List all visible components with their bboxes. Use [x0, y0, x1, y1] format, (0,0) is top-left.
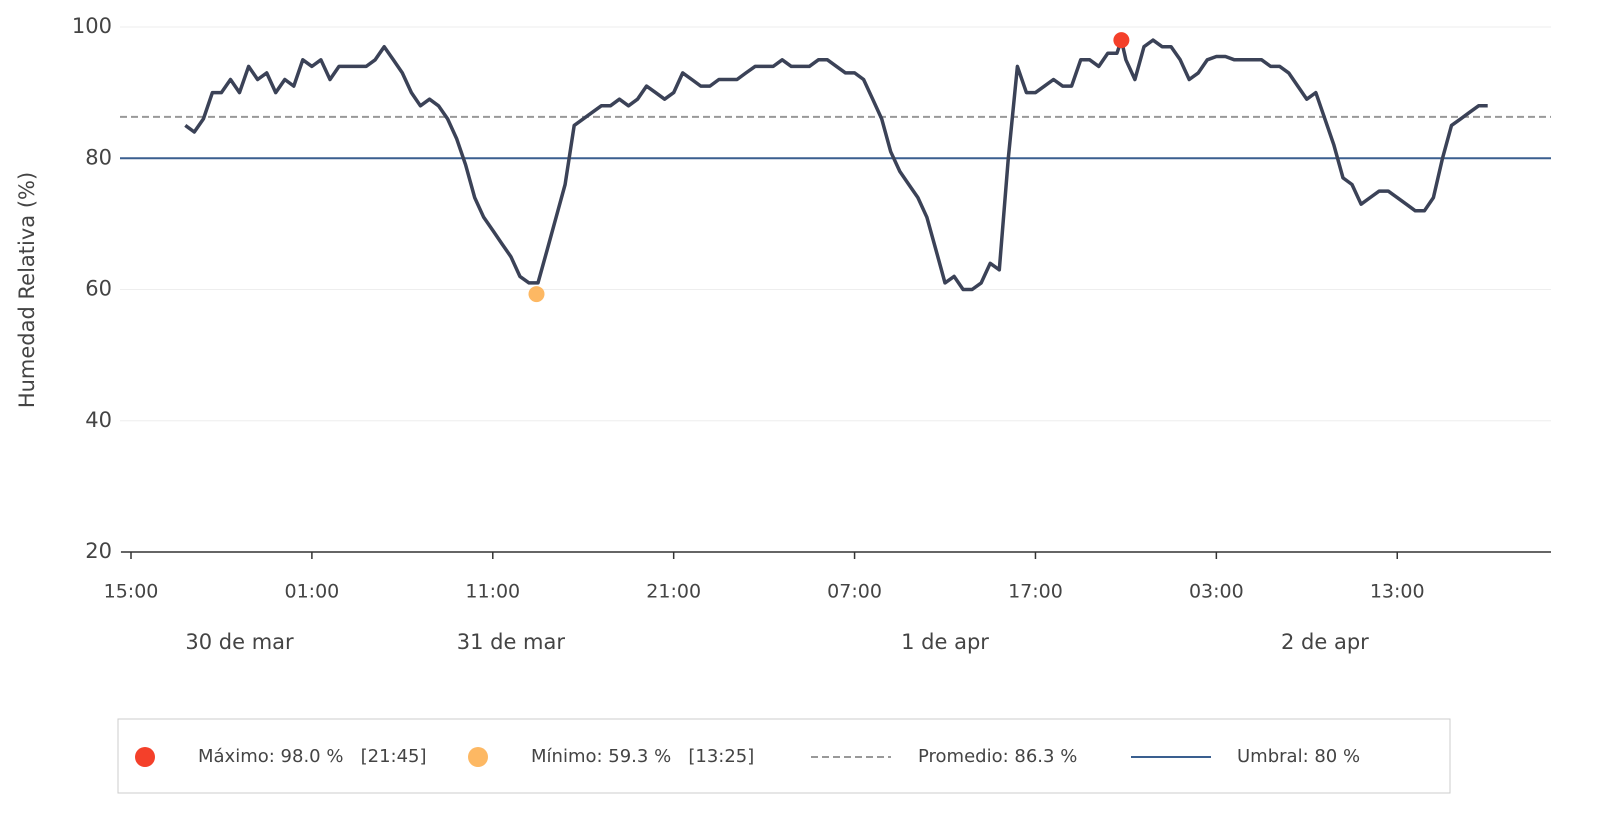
y-tick-label: 20: [85, 539, 112, 563]
humidity-line: [184, 38, 1488, 292]
x-tick-label: 07:00: [827, 581, 882, 603]
legend-swatch: [468, 747, 488, 767]
y-tick-label: 60: [85, 277, 112, 301]
legend-box: [117, 718, 1451, 794]
y-tick-label: 80: [85, 145, 112, 169]
y-axis-label: Humedad Relativa (%): [15, 172, 39, 408]
max-point: [1113, 32, 1130, 49]
x-tick-label: 21:00: [646, 581, 701, 603]
x-tick-label: 17:00: [1008, 581, 1063, 603]
x-tick-label: 13:00: [1370, 581, 1425, 603]
legend-label: Mínimo: 59.3 % [13:25]: [531, 746, 754, 767]
date-label: 31 de mar: [457, 630, 566, 654]
date-label: 1 de apr: [901, 630, 989, 654]
y-tick-label: 40: [85, 408, 112, 432]
x-tick-label: 11:00: [465, 581, 520, 603]
x-tick-label: 01:00: [285, 581, 340, 603]
date-label: 2 de apr: [1281, 630, 1369, 654]
legend-label: Máximo: 98.0 % [21:45]: [198, 746, 427, 767]
x-tick-label: 15:00: [104, 581, 159, 603]
x-tick-label: 03:00: [1189, 581, 1244, 603]
y-tick-label: 100: [72, 14, 112, 38]
legend-swatch: [135, 747, 155, 767]
min-point: [528, 286, 545, 303]
legend-label: Promedio: 86.3 %: [918, 746, 1077, 767]
legend-label: Umbral: 80 %: [1237, 746, 1360, 767]
date-label: 30 de mar: [185, 630, 294, 654]
